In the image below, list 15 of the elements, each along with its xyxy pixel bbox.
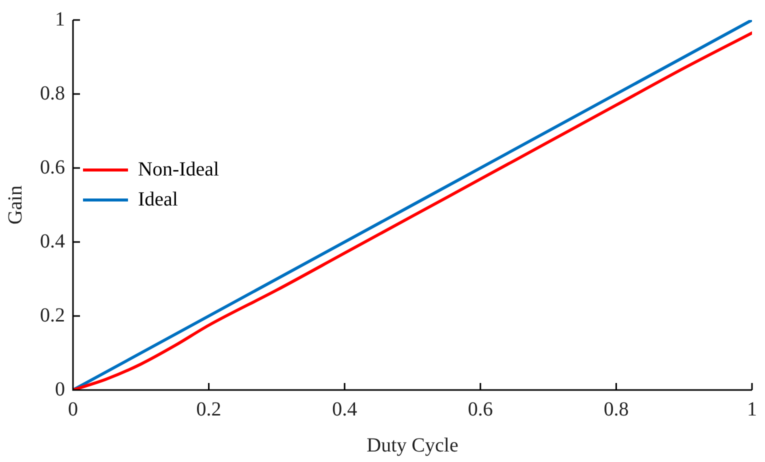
y-tick-label: 0 [55,378,65,400]
x-tick-label: 0.4 [332,398,358,420]
x-tick-label: 0.6 [468,398,493,420]
x-tick-label: 1 [747,398,757,420]
y-tick-label: 0.8 [40,82,65,104]
y-axis-title: Gain [4,186,26,224]
x-tick-label: 0.2 [196,398,222,420]
y-tick-label: 0.2 [40,304,65,326]
x-axis-title: Duty Cycle [366,434,458,456]
y-tick-label: 0.4 [40,230,65,252]
legend-label: Ideal [138,188,178,210]
x-tick-label: 0.8 [604,398,629,420]
y-tick-label: 1 [55,8,65,30]
y-tick-label: 0.6 [40,156,65,178]
legend-label: Non-Ideal [138,158,220,180]
